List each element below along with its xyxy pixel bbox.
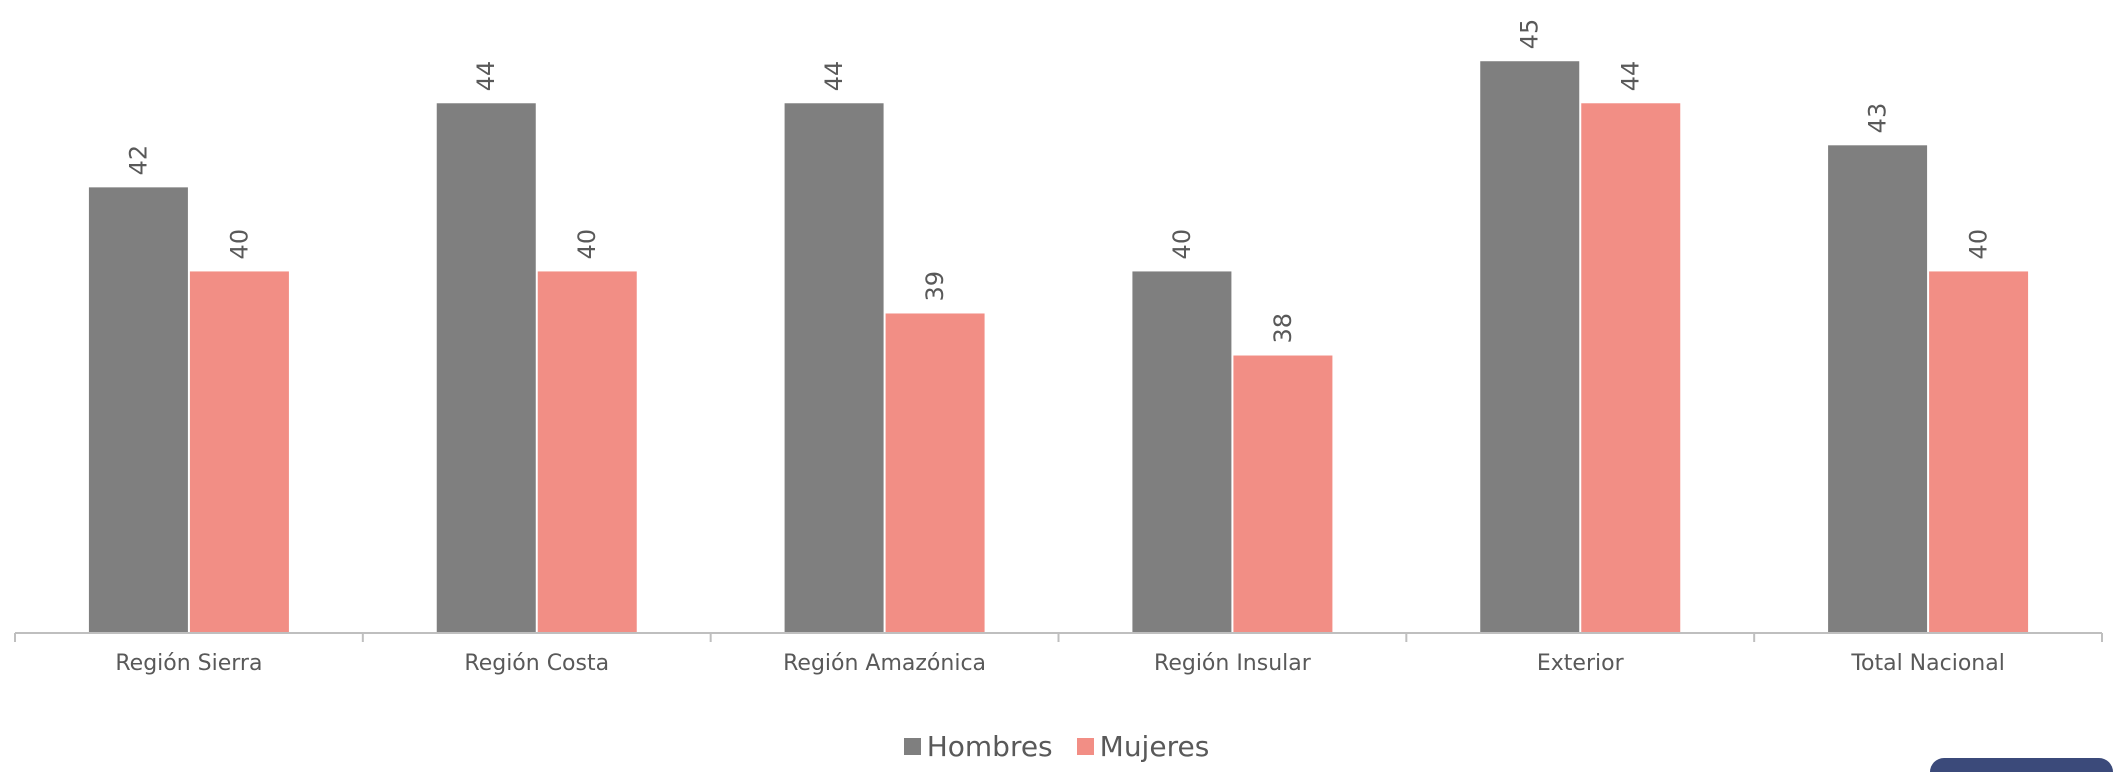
- bar-hombres-1: [88, 187, 188, 633]
- data-label-hombres-3: 44: [820, 61, 848, 92]
- data-label-hombres-6: 43: [1864, 103, 1892, 134]
- legend-swatch-mujeres: [1076, 737, 1094, 755]
- corner-badge: [1930, 758, 2113, 772]
- bar-mujeres-3: [885, 313, 985, 633]
- data-label-hombres-1: 42: [124, 145, 152, 176]
- data-label-hombres-5: 45: [1516, 19, 1544, 50]
- category-label-2: Región Costa: [464, 651, 609, 676]
- x-axis: Región Sierra Región Costa Región Amazónic…: [14, 632, 2103, 676]
- bar-hombres-6: [1828, 145, 1928, 633]
- bar-hombres-4: [1132, 271, 1232, 633]
- bar-mujeres-1: [189, 271, 289, 633]
- data-label-mujeres-3: 39: [921, 271, 949, 302]
- data-label-mujeres-2: 40: [573, 229, 601, 260]
- data-label-mujeres-5: 44: [1617, 61, 1645, 92]
- legend-label-mujeres: Mujeres: [1099, 729, 1210, 763]
- legend-swatch-hombres: [903, 737, 921, 755]
- data-label-hombres-4: 40: [1168, 229, 1196, 260]
- bar-mujeres-2: [537, 271, 637, 633]
- data-labels-layer: 42 40 44 40 44 39 40 38 45 44 43 40: [124, 19, 1992, 344]
- legend-item-mujeres: Mujeres: [1076, 729, 1210, 763]
- category-label-5: Exterior: [1537, 651, 1625, 676]
- data-label-hombres-2: 44: [472, 61, 500, 92]
- category-label-6: Total Nacional: [1850, 651, 2005, 676]
- bar-hombres-5: [1480, 61, 1580, 634]
- bar-mujeres-6: [1929, 271, 2029, 633]
- bar-hombres-2: [436, 103, 536, 634]
- bar-mujeres-4: [1233, 355, 1333, 633]
- category-label-1: Región Sierra: [115, 651, 262, 676]
- legend: Hombres Mujeres: [0, 728, 2113, 764]
- data-label-mujeres-4: 38: [1269, 313, 1297, 344]
- legend-label-hombres: Hombres: [926, 729, 1053, 763]
- bars-layer: [88, 61, 2029, 634]
- data-label-mujeres-6: 40: [1965, 229, 1993, 260]
- data-label-mujeres-1: 40: [225, 229, 253, 260]
- legend-item-hombres: Hombres: [903, 729, 1053, 763]
- category-label-4: Región Insular: [1154, 651, 1312, 676]
- category-label-3: Región Amazónica: [783, 651, 986, 676]
- bar-hombres-3: [784, 103, 884, 634]
- bar-mujeres-5: [1581, 103, 1681, 634]
